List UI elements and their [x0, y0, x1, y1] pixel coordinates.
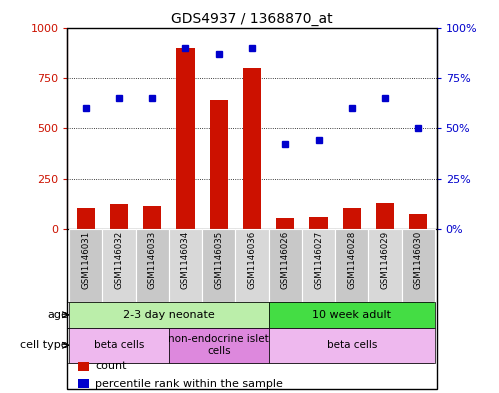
Text: beta cells: beta cells — [94, 340, 144, 350]
Bar — [169, 229, 202, 301]
Text: GSM1146036: GSM1146036 — [248, 231, 256, 290]
Bar — [376, 203, 394, 229]
Bar — [335, 229, 368, 301]
Text: GSM1146030: GSM1146030 — [414, 231, 423, 290]
Bar — [76, 208, 95, 229]
Bar — [368, 229, 402, 301]
Text: age: age — [47, 310, 68, 320]
Text: count: count — [95, 361, 127, 371]
Bar — [78, 379, 89, 388]
Bar — [143, 206, 161, 229]
Bar — [110, 204, 128, 229]
Bar — [69, 328, 169, 363]
Bar — [236, 229, 268, 301]
Bar — [268, 229, 302, 301]
Bar — [210, 100, 228, 229]
Bar — [302, 229, 335, 301]
Text: GSM1146028: GSM1146028 — [347, 231, 356, 290]
Bar — [402, 229, 435, 301]
Bar — [102, 229, 136, 301]
Bar — [309, 217, 328, 229]
Text: cell type: cell type — [20, 340, 68, 350]
Bar — [243, 68, 261, 229]
Bar — [78, 362, 89, 371]
Text: GSM1146027: GSM1146027 — [314, 231, 323, 290]
Text: beta cells: beta cells — [327, 340, 377, 350]
Bar — [69, 229, 102, 301]
Text: GSM1146035: GSM1146035 — [214, 231, 223, 290]
Text: GSM1146026: GSM1146026 — [281, 231, 290, 290]
Bar — [409, 214, 428, 229]
Bar — [176, 48, 195, 229]
Text: 2-3 day neonate: 2-3 day neonate — [123, 310, 215, 320]
Bar — [69, 301, 268, 328]
Text: GSM1146034: GSM1146034 — [181, 231, 190, 290]
Bar — [276, 218, 294, 229]
Bar — [268, 328, 435, 363]
Text: percentile rank within the sample: percentile rank within the sample — [95, 378, 283, 389]
Bar — [136, 229, 169, 301]
Bar — [169, 328, 268, 363]
Text: GSM1146031: GSM1146031 — [81, 231, 90, 290]
Text: 10 week adult: 10 week adult — [312, 310, 391, 320]
Bar — [202, 229, 236, 301]
Text: GSM1146032: GSM1146032 — [114, 231, 123, 290]
Text: GSM1146029: GSM1146029 — [381, 231, 390, 289]
Text: GSM1146033: GSM1146033 — [148, 231, 157, 290]
Text: non-endocrine islet
cells: non-endocrine islet cells — [168, 334, 269, 356]
Bar — [268, 301, 435, 328]
Bar — [343, 208, 361, 229]
Title: GDS4937 / 1368870_at: GDS4937 / 1368870_at — [171, 13, 333, 26]
